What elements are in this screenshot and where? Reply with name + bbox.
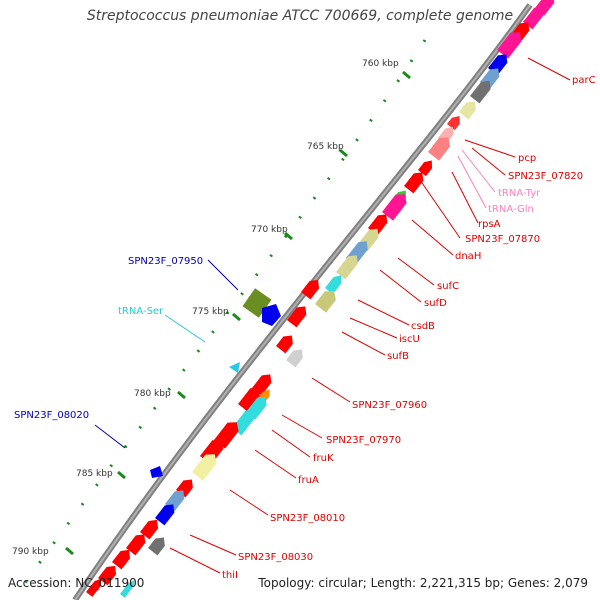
gene-label-trna-ser: tRNA-Ser — [118, 306, 164, 317]
genome-backbone — [72, 3, 533, 600]
feature-block[interactable] — [459, 98, 480, 120]
tick-label-780: 780 kbp — [134, 389, 171, 399]
feature-block[interactable] — [238, 384, 263, 412]
gene-label-sufc: sufC — [437, 281, 459, 292]
feature-spn23f-07950-blue[interactable] — [262, 304, 281, 326]
feature-block[interactable] — [148, 534, 169, 556]
feature-trna-ser[interactable] — [229, 362, 240, 373]
gene-label-pcp: pcp — [518, 153, 536, 164]
gene-label-fruk: fruK — [313, 453, 334, 464]
accession-text: Accession: NC_011900 — [8, 576, 145, 590]
feature-block[interactable] — [276, 332, 297, 354]
gene-label-trna-tyr: tRNA-Tyr — [498, 188, 541, 199]
feature-block[interactable] — [120, 578, 137, 598]
outer-features — [150, 288, 281, 478]
feature-block[interactable] — [418, 157, 436, 177]
feature-spn23f-08020[interactable] — [150, 466, 163, 478]
feature-block[interactable] — [192, 450, 220, 481]
leader-lines — [94, 57, 571, 574]
gene-label-spn23f-07870: SPN23F_07870 — [465, 234, 540, 245]
tick-label-775: 775 kbp — [192, 307, 229, 317]
feature-block[interactable] — [98, 562, 120, 586]
tick-label-760: 760 kbp — [362, 59, 399, 69]
gene-label-spn23f-07970: SPN23F_07970 — [326, 435, 401, 446]
gene-label-spn23f-07820: SPN23F_07820 — [508, 171, 583, 182]
tick-label-785: 785 kbp — [76, 469, 113, 479]
gene-label-spn23f-08010: SPN23F_08010 — [270, 513, 345, 524]
feature-block[interactable] — [315, 287, 340, 313]
genome-title: Streptococcus pneumoniae ATCC 700669, co… — [86, 8, 514, 24]
feature-block[interactable] — [382, 190, 410, 221]
feature-block[interactable] — [155, 501, 178, 526]
feature-block[interactable] — [404, 169, 427, 194]
gene-label-thii: thiI — [222, 570, 238, 581]
feature-block[interactable] — [447, 113, 463, 131]
gene-label-dnah: dnaH — [455, 251, 481, 262]
feature-block[interactable] — [286, 346, 307, 368]
feature-block[interactable] — [336, 252, 361, 280]
major-ticks — [65, 70, 411, 556]
gene-label-iscu: iscU — [399, 334, 420, 345]
gene-label-spn23f-07960: SPN23F_07960 — [352, 400, 427, 411]
feature-block[interactable] — [428, 133, 454, 161]
gene-label-csdb: csdB — [411, 321, 435, 332]
feature-block[interactable] — [86, 576, 105, 597]
gene-label-parc: parC — [572, 75, 596, 86]
gene-label-sufb: sufB — [387, 351, 409, 362]
gene-label-frua: fruA — [298, 475, 319, 486]
gene-label-spn23f-08020: SPN23F_08020 — [14, 410, 89, 421]
tick-label-770: 770 kbp — [251, 225, 288, 235]
genome-summary-text: Topology: circular; Length: 2,221,315 bp… — [258, 576, 588, 590]
gene-label-spn23f-07950: SPN23F_07950 — [128, 256, 203, 267]
feature-block[interactable] — [112, 546, 134, 570]
feature-block[interactable] — [140, 516, 162, 540]
feature-block[interactable] — [497, 28, 525, 59]
tick-label-790: 790 kbp — [12, 547, 49, 557]
gene-label-trna-gln: tRNA-Gln — [488, 204, 534, 215]
feature-spn23f-07950-green[interactable] — [242, 288, 272, 318]
gene-label-spn23f-08030: SPN23F_08030 — [238, 552, 313, 563]
feature-block[interactable] — [325, 272, 345, 295]
feature-track — [86, 0, 555, 598]
feature-block[interactable] — [287, 303, 310, 328]
feature-block[interactable] — [126, 531, 149, 556]
feature-block[interactable] — [301, 276, 323, 300]
feature-block[interactable] — [470, 77, 494, 104]
tick-label-765: 765 kbp — [307, 142, 344, 152]
gene-label-sufd: sufD — [424, 298, 447, 309]
gene-label-rpsa: rpsA — [478, 219, 501, 230]
